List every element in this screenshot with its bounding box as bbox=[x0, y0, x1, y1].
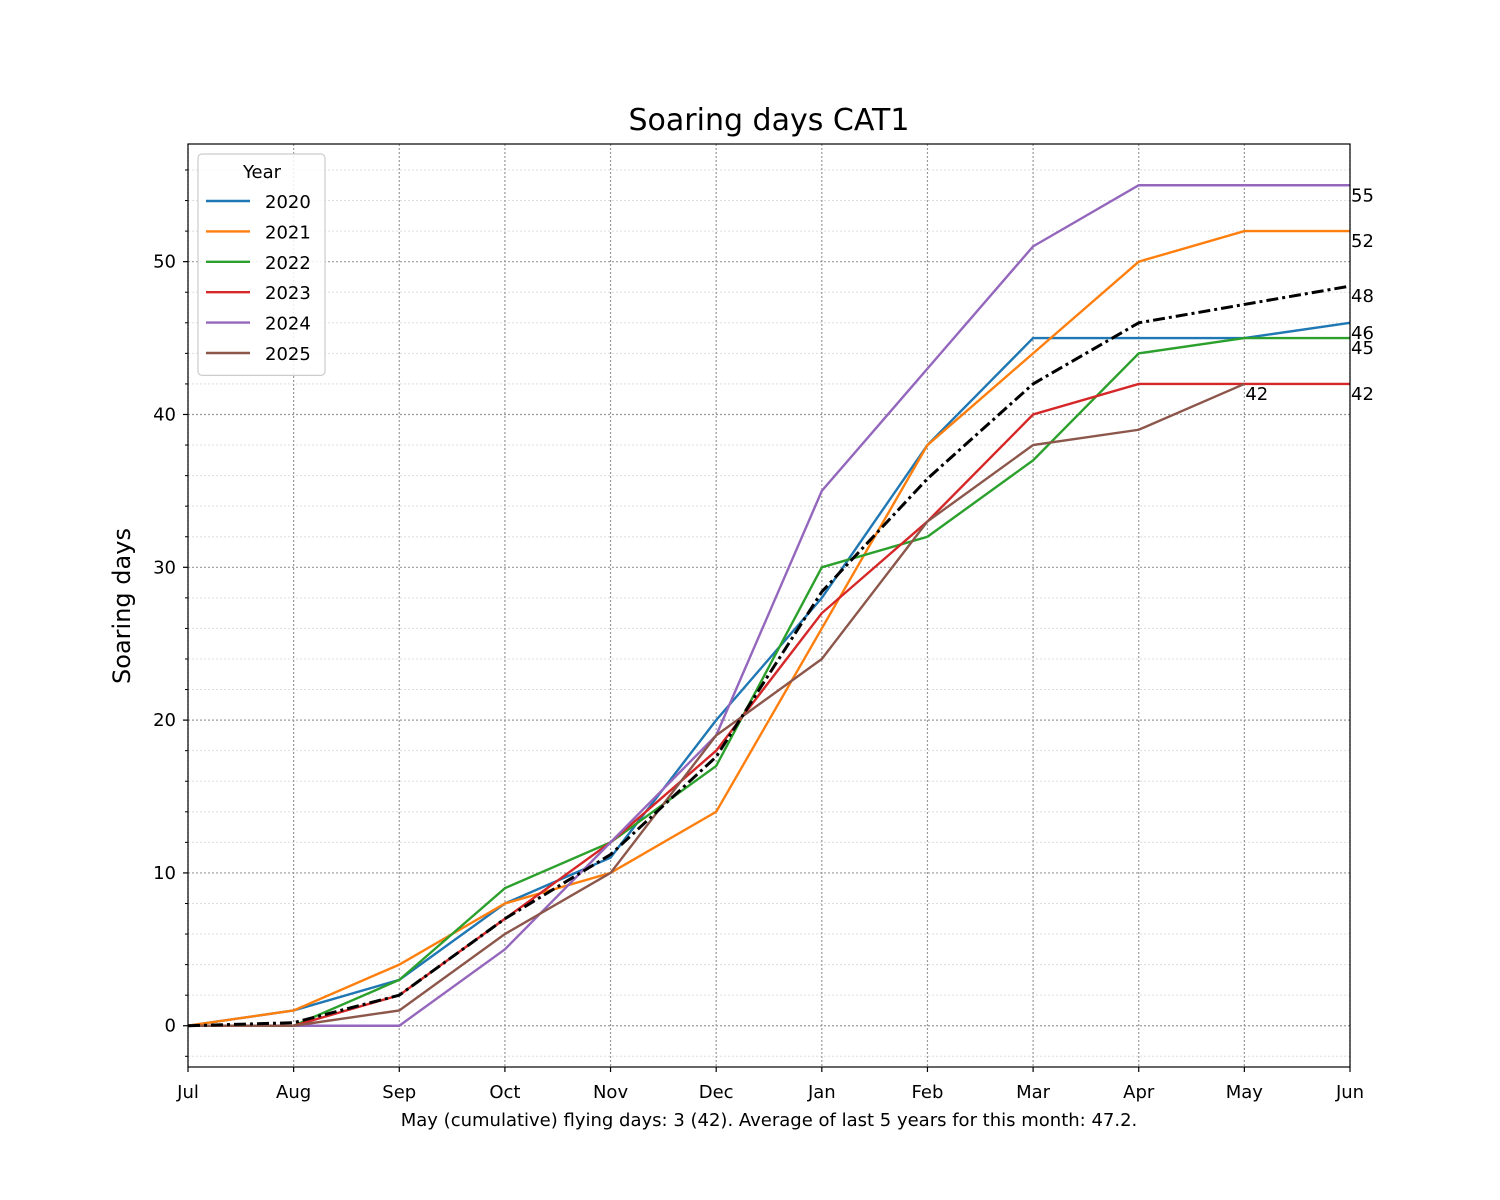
value-label: 55 bbox=[1351, 185, 1374, 206]
y-tick-label: 10 bbox=[153, 863, 176, 884]
series-line bbox=[187, 284, 1351, 1028]
series-line bbox=[187, 229, 1350, 1027]
series-line bbox=[188, 184, 1350, 1027]
y-axis-label: Soaring days bbox=[108, 528, 136, 684]
legend-label: 2022 bbox=[265, 253, 311, 274]
legend-label: 2025 bbox=[265, 344, 311, 365]
legend: Year 2020 2021 2022 2023 2024 2025 bbox=[197, 153, 326, 376]
x-tick-label: Apr bbox=[1123, 1082, 1155, 1103]
series-line bbox=[188, 382, 1245, 1027]
x-tick-label: Jul bbox=[176, 1082, 199, 1103]
legend-title: Year bbox=[242, 162, 282, 183]
x-tick-label: May bbox=[1226, 1082, 1264, 1103]
x-tick-label: Dec bbox=[699, 1082, 734, 1103]
y-tick-label: 30 bbox=[153, 557, 176, 578]
series-line bbox=[188, 382, 1350, 1027]
y-tick-label: 40 bbox=[153, 404, 176, 425]
value-label: 42 bbox=[1245, 384, 1268, 405]
x-tick-label: Oct bbox=[489, 1082, 520, 1103]
x-tick-label: Feb bbox=[912, 1082, 944, 1103]
y-tick-label: 0 bbox=[165, 1016, 176, 1037]
legend-label: 2024 bbox=[265, 314, 311, 335]
x-tick-label: Jun bbox=[1335, 1082, 1364, 1103]
x-tick-label: Nov bbox=[593, 1082, 628, 1103]
series-line bbox=[188, 336, 1350, 1027]
y-tick-label: 50 bbox=[153, 252, 176, 273]
value-label: 46 bbox=[1351, 323, 1374, 344]
value-label: 42 bbox=[1351, 384, 1374, 405]
value-label: 52 bbox=[1351, 231, 1374, 252]
chart-title: Soaring days CAT1 bbox=[629, 103, 910, 138]
series-line bbox=[187, 321, 1351, 1027]
value-label: 45 bbox=[1351, 338, 1374, 359]
legend-label: 2023 bbox=[265, 283, 311, 304]
value-label: 48 bbox=[1351, 286, 1374, 307]
legend-label: 2020 bbox=[265, 192, 311, 213]
x-tick-label: Jan bbox=[807, 1082, 836, 1103]
legend-box bbox=[197, 153, 326, 376]
footnote: May (cumulative) flying days: 3 (42). Av… bbox=[401, 1110, 1138, 1131]
y-tick-label: 20 bbox=[153, 710, 176, 731]
plot-frame bbox=[187, 143, 1351, 1068]
x-tick-label: Sep bbox=[382, 1082, 416, 1103]
x-tick-label: Mar bbox=[1016, 1082, 1051, 1103]
x-tick-label: Aug bbox=[276, 1082, 311, 1103]
legend-label: 2021 bbox=[265, 222, 311, 243]
